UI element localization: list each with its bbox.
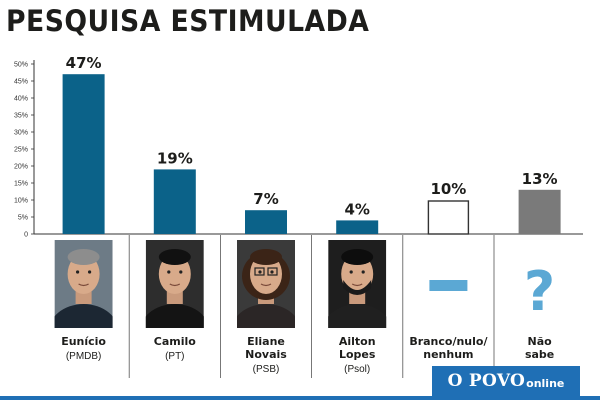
- dash-icon: [429, 280, 468, 291]
- candidate-name: Branco/nulo/: [409, 335, 488, 348]
- candidate-party: (PMDB): [66, 351, 102, 362]
- page-title: PESQUISA ESTIMULADA: [6, 4, 370, 38]
- candidate-name: Lopes: [339, 348, 376, 361]
- portrait-eunicio: [54, 240, 113, 328]
- y-tick-label: 5%: [18, 215, 28, 222]
- bar-value-label: 13%: [522, 170, 558, 188]
- y-tick-label: 30%: [14, 130, 28, 137]
- candidate-party: (Psol): [344, 364, 370, 375]
- portrait-eliane: [237, 240, 295, 328]
- candidate-party: (PT): [165, 351, 184, 362]
- candidate-name: Eunício: [61, 335, 106, 348]
- bar: [336, 220, 379, 234]
- bar: [245, 210, 287, 234]
- y-tick-label: 25%: [14, 147, 28, 154]
- candidate-name: Novais: [245, 348, 287, 361]
- brand-logo: O POVO online: [432, 366, 580, 396]
- bar: [518, 189, 561, 234]
- y-tick-label: 50%: [14, 62, 28, 69]
- bottom-bar: [0, 396, 600, 400]
- candidate-name: Camilo: [154, 335, 196, 348]
- bar-value-label: 10%: [430, 180, 466, 198]
- candidate-name: Ailton: [339, 335, 376, 348]
- bar-value-label: 47%: [66, 54, 102, 72]
- bar: [427, 200, 470, 235]
- y-tick-label: 10%: [14, 198, 28, 205]
- brand-name: O POVO: [447, 371, 526, 391]
- portrait-ailton: [328, 240, 387, 328]
- y-tick-label: 45%: [14, 79, 28, 86]
- candidate-party: (PSB): [253, 364, 280, 375]
- y-tick-label: 0: [24, 232, 28, 239]
- bar-value-label: 7%: [253, 190, 278, 208]
- bar: [153, 169, 196, 234]
- candidate-name: Eliane: [247, 335, 285, 348]
- y-tick-label: 15%: [14, 181, 28, 188]
- candidate-name: nenhum: [423, 348, 473, 361]
- candidate-name: sabe: [525, 348, 554, 361]
- question-icon: ?: [524, 260, 555, 323]
- y-tick-label: 35%: [14, 113, 28, 120]
- bar-value-label: 19%: [157, 149, 193, 167]
- bar-value-label: 4%: [344, 200, 369, 218]
- y-tick-label: 20%: [14, 164, 28, 171]
- brand-suffix: online: [526, 377, 565, 390]
- bar: [62, 74, 105, 234]
- candidate-name: Não: [528, 335, 553, 348]
- y-tick-label: 40%: [14, 96, 28, 103]
- portrait-camilo: [145, 240, 204, 328]
